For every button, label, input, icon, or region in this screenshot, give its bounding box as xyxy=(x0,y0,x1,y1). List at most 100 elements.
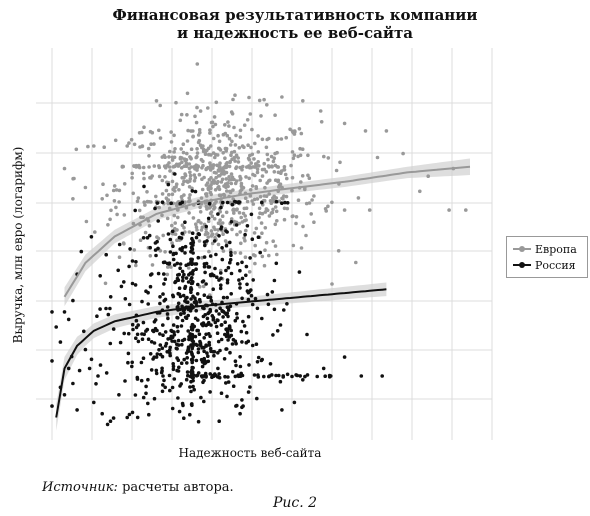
data-point-europe xyxy=(262,167,267,172)
data-point-europe xyxy=(146,146,151,151)
data-point-russia xyxy=(174,251,178,256)
data-point-russia xyxy=(175,356,179,360)
data-point-europe xyxy=(252,157,256,161)
data-point-russia xyxy=(166,316,170,321)
data-point-russia xyxy=(203,243,207,248)
data-point-europe xyxy=(115,212,119,217)
data-point-russia xyxy=(149,340,154,344)
data-point-europe xyxy=(254,226,259,231)
data-point-russia xyxy=(246,390,251,394)
data-point-russia xyxy=(233,318,238,323)
data-point-russia xyxy=(163,385,167,390)
data-point-europe xyxy=(194,155,198,160)
data-point-europe xyxy=(161,233,165,238)
data-point-russia xyxy=(212,350,217,354)
data-point-europe xyxy=(274,209,279,214)
data-point-europe xyxy=(223,239,228,243)
data-point-europe xyxy=(257,206,262,211)
data-point-europe xyxy=(212,181,216,185)
data-point-europe xyxy=(222,192,226,197)
data-point-europe xyxy=(244,228,248,233)
data-point-russia xyxy=(202,399,206,404)
data-point-russia xyxy=(224,268,228,273)
data-point-europe xyxy=(233,143,238,147)
data-point-europe xyxy=(263,226,268,230)
data-point-europe xyxy=(227,136,232,141)
data-point-europe xyxy=(342,121,347,126)
data-point-russia xyxy=(221,315,225,319)
data-point-europe xyxy=(200,166,204,170)
data-point-europe xyxy=(201,284,206,289)
data-point-russia xyxy=(146,290,150,295)
data-point-russia xyxy=(192,387,196,392)
data-point-europe xyxy=(262,198,267,203)
data-point-europe xyxy=(193,175,198,180)
data-point-europe xyxy=(221,151,225,155)
data-point-europe xyxy=(223,156,227,160)
data-point-europe xyxy=(209,176,213,180)
data-point-russia xyxy=(191,251,195,255)
data-point-russia xyxy=(193,189,198,194)
data-point-europe xyxy=(263,248,267,252)
data-point-russia xyxy=(226,265,231,270)
data-point-russia xyxy=(218,286,223,291)
data-point-europe xyxy=(209,183,213,187)
data-point-russia xyxy=(135,377,140,381)
data-point-russia xyxy=(166,182,171,187)
data-point-europe xyxy=(198,130,202,135)
data-point-europe xyxy=(162,164,167,168)
data-point-russia xyxy=(176,301,181,306)
data-point-russia xyxy=(256,373,260,377)
data-point-europe xyxy=(167,165,172,169)
figure-caption: Рис. 2 xyxy=(272,495,318,511)
data-point-europe xyxy=(208,128,212,132)
data-point-europe xyxy=(266,157,270,162)
data-point-russia xyxy=(195,373,200,378)
data-point-europe xyxy=(211,136,216,141)
data-point-russia xyxy=(206,295,210,300)
data-point-europe xyxy=(243,196,248,200)
data-point-europe xyxy=(244,175,248,179)
legend-label-europe: Европа xyxy=(535,242,577,256)
data-point-russia xyxy=(152,341,157,345)
data-point-europe xyxy=(209,192,213,197)
data-point-europe xyxy=(256,160,261,164)
data-point-russia xyxy=(231,384,236,389)
data-point-russia xyxy=(199,395,203,400)
data-point-europe xyxy=(255,197,260,201)
data-point-europe xyxy=(236,160,241,164)
data-point-russia xyxy=(180,200,185,205)
data-point-russia xyxy=(58,340,63,344)
data-point-europe xyxy=(229,181,234,186)
data-point-russia xyxy=(176,329,180,334)
data-point-russia xyxy=(196,347,201,351)
data-point-europe xyxy=(224,177,229,181)
data-point-europe xyxy=(257,164,261,168)
data-point-europe xyxy=(131,221,136,226)
data-point-russia xyxy=(256,355,261,360)
confidence-band-europe xyxy=(64,158,470,307)
data-point-europe xyxy=(260,231,264,235)
data-point-russia xyxy=(123,379,127,383)
data-point-russia xyxy=(104,371,109,375)
data-point-europe xyxy=(186,266,191,270)
data-point-russia xyxy=(142,332,146,337)
data-point-europe xyxy=(208,211,213,216)
data-point-europe xyxy=(225,161,229,165)
data-point-europe xyxy=(187,199,191,204)
data-point-russia xyxy=(212,273,216,278)
data-point-russia xyxy=(213,320,218,325)
data-point-europe xyxy=(170,155,175,160)
data-point-europe xyxy=(149,142,153,146)
data-point-europe xyxy=(322,154,326,159)
data-point-russia xyxy=(223,332,227,337)
data-point-europe xyxy=(217,139,222,144)
data-point-russia xyxy=(175,347,179,351)
data-point-russia xyxy=(215,331,220,336)
data-point-russia xyxy=(200,375,205,379)
data-point-europe xyxy=(142,176,146,181)
data-point-russia xyxy=(254,396,259,401)
data-point-europe xyxy=(256,134,260,138)
data-point-russia xyxy=(209,323,213,327)
data-point-russia xyxy=(127,412,132,417)
